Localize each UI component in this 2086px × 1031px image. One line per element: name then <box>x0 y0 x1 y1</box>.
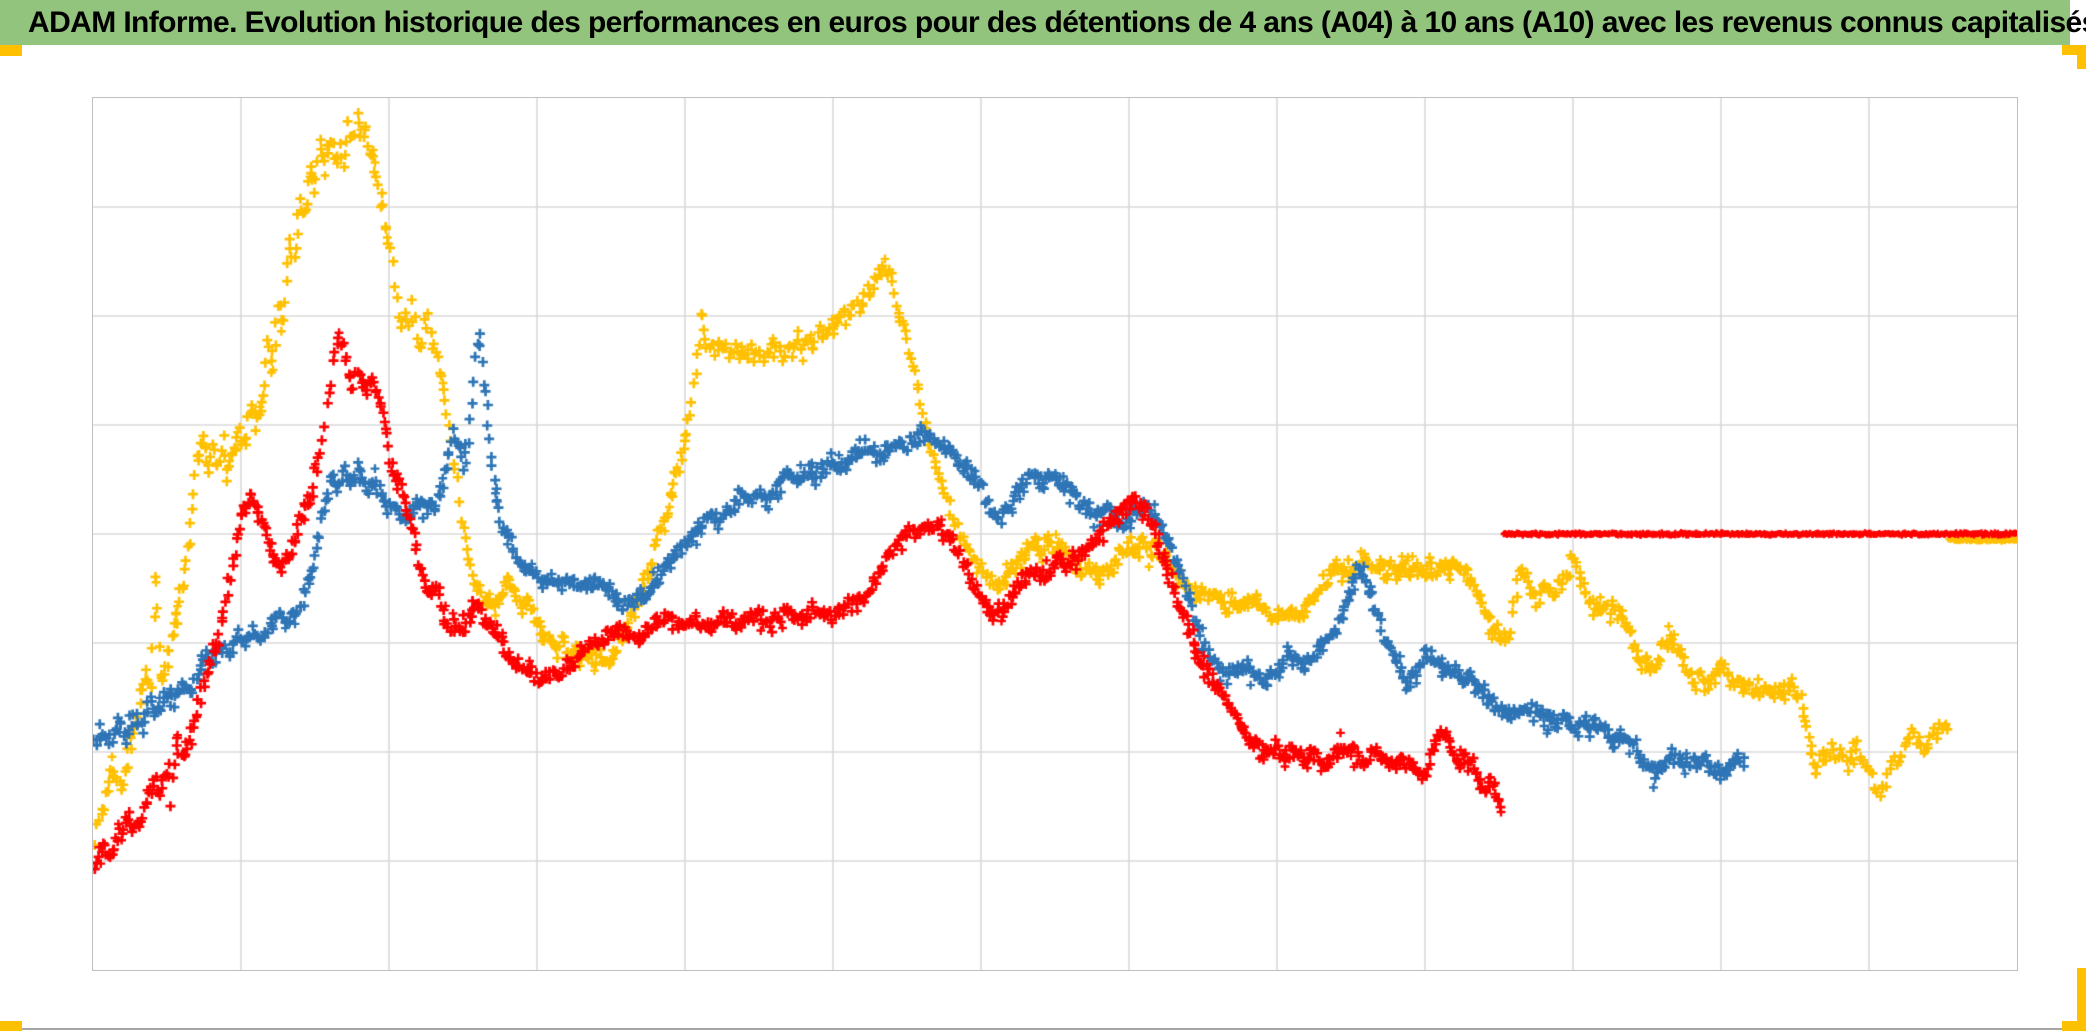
corner-mark-top-left <box>0 45 22 56</box>
performance-chart-canvas <box>92 97 2018 971</box>
corner-mark-bottom-right-leg <box>2077 968 2086 1031</box>
bottom-rule <box>22 1028 2062 1030</box>
title-bar: ADAM Informe. Evolution historique des p… <box>0 0 2086 45</box>
corner-mark-bottom-right-arm <box>2062 1021 2086 1031</box>
corner-mark-bottom-left <box>0 1021 22 1031</box>
page-title: ADAM Informe. Evolution historique des p… <box>28 5 2086 39</box>
chart-area <box>92 97 2018 971</box>
corner-mark-top-right-arm <box>2062 45 2086 55</box>
corner-mark-top-right-leg <box>2077 45 2086 69</box>
